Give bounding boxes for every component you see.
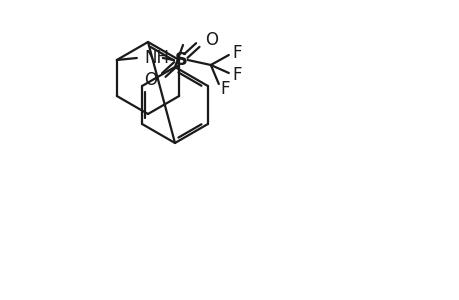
Text: F: F <box>232 66 242 84</box>
Text: NH: NH <box>145 49 169 67</box>
Text: F: F <box>220 80 230 98</box>
Text: F: F <box>232 44 242 62</box>
Text: O: O <box>204 31 218 49</box>
Text: S: S <box>174 51 187 69</box>
Text: O: O <box>144 71 157 89</box>
